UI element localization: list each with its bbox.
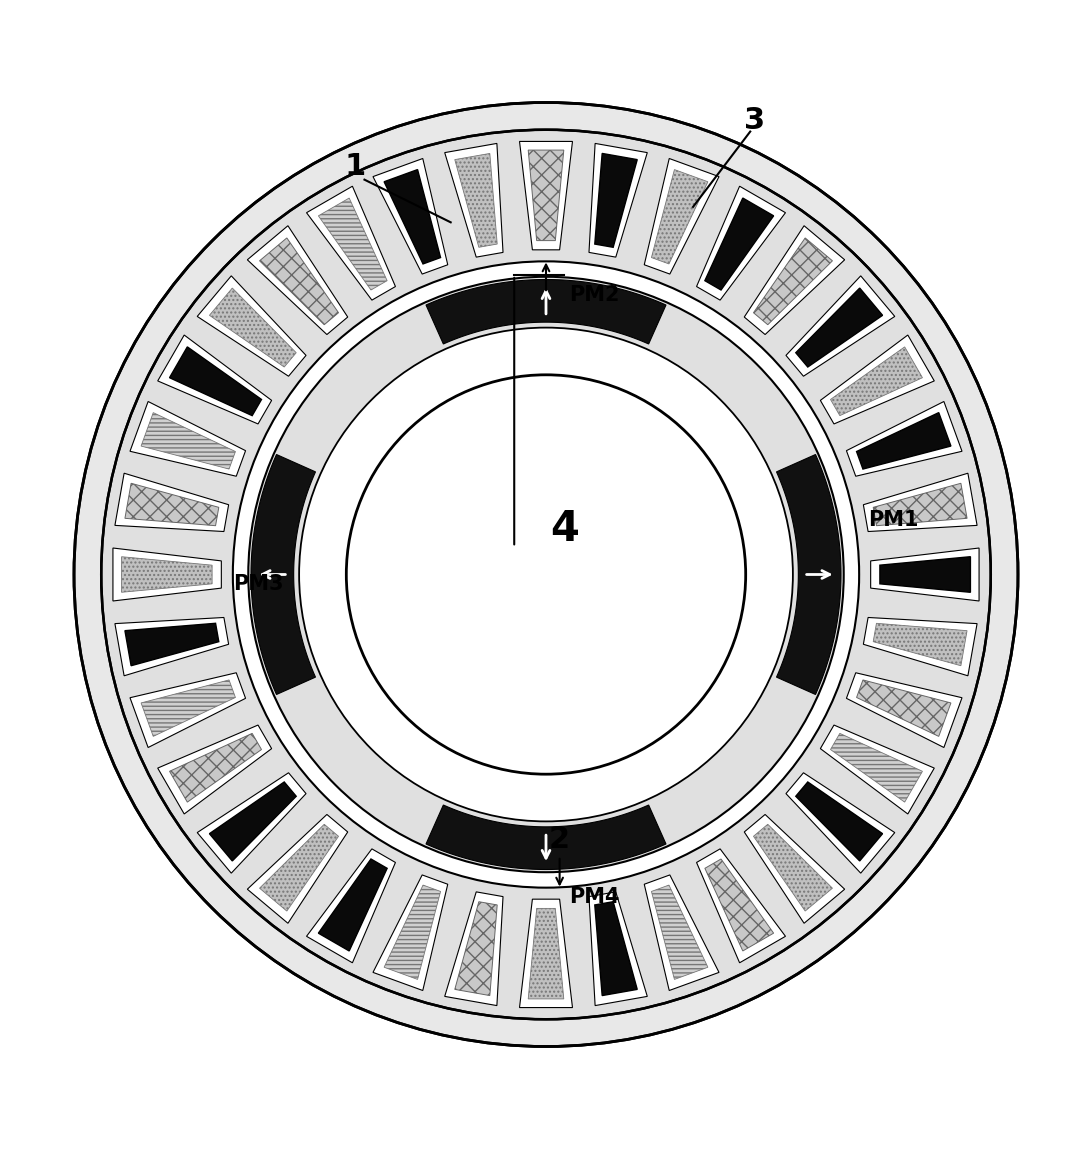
Polygon shape: [846, 401, 962, 476]
Polygon shape: [856, 412, 951, 469]
Polygon shape: [251, 455, 316, 694]
Polygon shape: [880, 557, 971, 592]
Text: PM2: PM2: [569, 285, 619, 304]
Circle shape: [346, 375, 746, 774]
Polygon shape: [529, 909, 563, 998]
Polygon shape: [874, 623, 968, 665]
Polygon shape: [704, 859, 773, 951]
Text: PM4: PM4: [569, 887, 619, 907]
Polygon shape: [373, 159, 448, 275]
Circle shape: [248, 277, 844, 872]
Polygon shape: [426, 805, 666, 870]
Text: 1: 1: [345, 152, 366, 180]
Polygon shape: [169, 347, 261, 416]
Polygon shape: [157, 725, 272, 813]
Circle shape: [233, 261, 859, 888]
Polygon shape: [753, 238, 832, 325]
Polygon shape: [820, 725, 935, 813]
Polygon shape: [820, 336, 935, 424]
Polygon shape: [454, 902, 497, 995]
Polygon shape: [373, 874, 448, 990]
Polygon shape: [644, 159, 719, 275]
Polygon shape: [831, 347, 923, 416]
Polygon shape: [846, 673, 962, 748]
Circle shape: [102, 130, 990, 1019]
Polygon shape: [115, 617, 228, 676]
Text: PM1: PM1: [868, 510, 918, 530]
Polygon shape: [786, 276, 894, 376]
Text: PM3: PM3: [233, 573, 283, 594]
Polygon shape: [319, 198, 388, 290]
Polygon shape: [260, 824, 339, 911]
Polygon shape: [115, 473, 228, 532]
Polygon shape: [157, 336, 272, 424]
Polygon shape: [384, 885, 440, 979]
Polygon shape: [753, 824, 832, 911]
Polygon shape: [426, 279, 666, 344]
Polygon shape: [644, 874, 719, 990]
Polygon shape: [384, 170, 440, 264]
Polygon shape: [595, 902, 638, 995]
Polygon shape: [595, 154, 638, 247]
Polygon shape: [210, 288, 296, 367]
Polygon shape: [786, 773, 894, 873]
Text: 4: 4: [549, 508, 579, 550]
Polygon shape: [831, 733, 923, 802]
Polygon shape: [864, 473, 977, 532]
Polygon shape: [444, 892, 503, 1005]
Polygon shape: [260, 238, 339, 325]
Polygon shape: [870, 548, 980, 601]
Polygon shape: [319, 859, 388, 951]
Polygon shape: [248, 815, 347, 924]
Polygon shape: [652, 170, 708, 264]
Polygon shape: [864, 617, 977, 676]
Polygon shape: [124, 623, 218, 665]
Polygon shape: [248, 225, 347, 334]
Polygon shape: [198, 773, 306, 873]
Polygon shape: [520, 141, 572, 249]
Polygon shape: [589, 892, 648, 1005]
Polygon shape: [796, 288, 882, 367]
Circle shape: [74, 102, 1018, 1047]
Text: 2: 2: [549, 825, 570, 854]
Polygon shape: [307, 186, 395, 300]
Polygon shape: [130, 673, 246, 748]
Polygon shape: [112, 548, 222, 601]
Polygon shape: [529, 151, 563, 240]
Polygon shape: [697, 186, 785, 300]
Polygon shape: [121, 557, 212, 592]
Polygon shape: [652, 885, 708, 979]
Polygon shape: [589, 144, 648, 257]
Circle shape: [299, 327, 793, 822]
Polygon shape: [697, 849, 785, 963]
Polygon shape: [856, 680, 951, 737]
Polygon shape: [796, 782, 882, 861]
Polygon shape: [130, 401, 246, 476]
Polygon shape: [307, 849, 395, 963]
Polygon shape: [745, 815, 844, 924]
Circle shape: [235, 263, 857, 886]
Polygon shape: [454, 154, 497, 247]
Polygon shape: [444, 144, 503, 257]
Text: 3: 3: [745, 106, 765, 136]
Polygon shape: [776, 455, 841, 694]
Polygon shape: [141, 680, 236, 737]
Polygon shape: [124, 484, 218, 526]
Polygon shape: [141, 412, 236, 469]
Polygon shape: [169, 733, 261, 802]
Polygon shape: [874, 484, 968, 526]
Polygon shape: [704, 198, 773, 290]
Polygon shape: [520, 900, 572, 1008]
Polygon shape: [198, 276, 306, 376]
Polygon shape: [745, 225, 844, 334]
Polygon shape: [210, 782, 296, 861]
